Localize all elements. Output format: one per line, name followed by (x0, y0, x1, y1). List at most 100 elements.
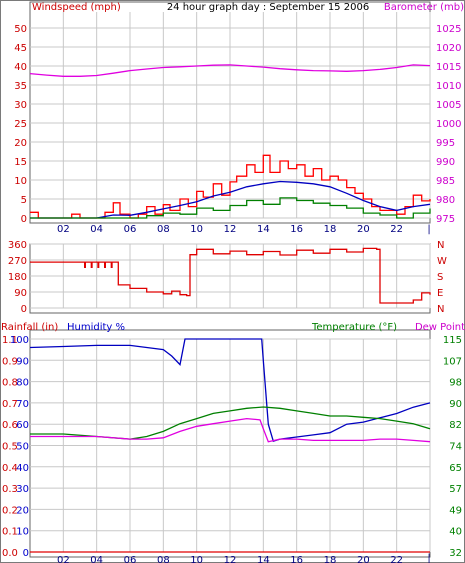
rainfall-axis-title: Rainfall (in) (1, 322, 58, 333)
direction-line (30, 247, 431, 304)
y-tick-label-windspeed: 35 (14, 81, 27, 92)
y-tick-label-rainfall: 0.3 (2, 484, 18, 495)
x-tick-label: 08 (157, 555, 170, 563)
direction-compass-label: W (437, 256, 447, 267)
direction-compass-label: E (437, 288, 443, 299)
y-tick-label-rainfall: 1.1 (2, 335, 18, 346)
x-tick-label: 16 (290, 224, 303, 235)
y-tick-label-barometer: 990 (436, 157, 455, 168)
y-tick-label-windspeed: 20 (14, 138, 27, 149)
y-tick-label-humidity: 80 (16, 378, 29, 389)
y-tick-label-barometer: 1025 (436, 24, 461, 35)
direction-compass-label: N (437, 304, 444, 315)
y-tick-label-barometer: 995 (436, 138, 455, 149)
y-tick-label-temperature: 115 (443, 335, 462, 346)
x-tick-label: 08 (157, 224, 170, 235)
y-tick-label-direction: 90 (14, 288, 27, 299)
x-tick-label: 18 (324, 224, 337, 235)
y-tick-label-barometer: 980 (436, 195, 455, 206)
x-tick-label: 16 (290, 555, 303, 563)
y-tick-label-temperature: 82 (449, 420, 462, 431)
y-tick-label-rainfall: 0.6 (2, 420, 18, 431)
barometer-line (29, 64, 431, 77)
wind_avg-line (30, 180, 431, 219)
y-tick-label-barometer: 1010 (436, 81, 461, 92)
y-tick-label-windspeed: 45 (14, 43, 27, 54)
x-tick-label: 20 (357, 224, 370, 235)
x-tick-label: | (427, 553, 430, 563)
y-tick-label-humidity: 10 (16, 527, 29, 538)
y-tick-label-windspeed: 10 (14, 176, 27, 187)
wind_low-line (30, 197, 431, 219)
y-tick-label-windspeed: 40 (14, 62, 27, 73)
x-tick-label: 14 (257, 555, 270, 563)
barometer-axis-title: Barometer (mb) (384, 2, 464, 13)
direction-compass-label: N (437, 240, 444, 251)
dewpoint-axis-title: Dew Point (415, 322, 465, 333)
y-tick-label-rainfall: 0.0 (2, 548, 18, 559)
y-tick-label-direction: 360 (8, 240, 27, 251)
x-tick-label: 02 (57, 224, 70, 235)
y-tick-label-barometer: 1020 (436, 43, 461, 54)
y-tick-label-humidity: 60 (16, 420, 29, 431)
y-tick-label-windspeed: 0 (21, 214, 27, 225)
y-tick-label-windspeed: 50 (14, 24, 27, 35)
y-tick-label-temperature: 49 (449, 505, 462, 516)
y-tick-label-rainfall: 0.9 (2, 356, 18, 367)
y-tick-label-windspeed: 5 (21, 195, 27, 206)
x-tick-label: 12 (224, 555, 237, 563)
y-tick-label-humidity: 100 (10, 335, 29, 346)
y-tick-label-rainfall: 0.7 (2, 399, 18, 410)
y-tick-label-windspeed: 15 (14, 157, 27, 168)
x-tick-label: 02 (57, 555, 70, 563)
x-tick-label: 06 (124, 224, 137, 235)
y-tick-label-barometer: 1000 (436, 119, 461, 130)
y-tick-label-temperature: 107 (443, 356, 462, 367)
y-tick-label-direction: 270 (8, 256, 27, 267)
y-tick-label-rainfall: 0.4 (2, 463, 18, 474)
y-tick-label-humidity: 20 (16, 505, 29, 516)
dewpoint-line (30, 417, 431, 443)
x-tick-label: 14 (257, 224, 270, 235)
y-tick-label-humidity: 40 (16, 463, 29, 474)
x-tick-label: 06 (124, 555, 137, 563)
y-tick-label-temperature: 40 (449, 527, 462, 538)
y-tick-label-rainfall: 0.1 (2, 527, 18, 538)
x-tick-label: 22 (390, 224, 403, 235)
y-tick-label-windspeed: 25 (14, 119, 27, 130)
temperature-axis-title: Temperature (°F) (311, 322, 397, 333)
chart-title: 24 hour graph day : September 15 2006 (167, 2, 369, 13)
y-tick-label-rainfall: 0.2 (2, 505, 18, 516)
y-tick-label-barometer: 1015 (436, 62, 461, 73)
y-tick-label-barometer: 975 (436, 214, 455, 225)
y-tick-label-direction: 0 (21, 304, 27, 315)
x-tick-label: 04 (90, 555, 103, 563)
direction-compass-label: S (437, 272, 443, 283)
x-tick-label: | (427, 224, 430, 235)
windspeed-axis-title: Windspeed (mph) (32, 2, 121, 13)
y-tick-label-direction: 180 (8, 272, 27, 283)
y-tick-label-humidity: 30 (16, 484, 29, 495)
x-tick-label: 18 (324, 555, 337, 563)
humidity-axis-title: Humidity % (67, 322, 125, 333)
x-tick-label: 22 (390, 555, 403, 563)
y-tick-label-temperature: 65 (449, 463, 462, 474)
y-tick-label-temperature: 74 (449, 442, 462, 453)
humidity-line (29, 338, 431, 443)
y-tick-label-barometer: 985 (436, 176, 455, 187)
y-tick-label-rainfall: 0.5 (2, 442, 18, 453)
y-tick-label-windspeed: 30 (14, 100, 27, 111)
x-tick-label: 04 (90, 224, 103, 235)
y-tick-label-temperature: 90 (449, 399, 462, 410)
y-tick-label-rainfall: 0.8 (2, 378, 18, 389)
x-tick-label: 10 (190, 224, 203, 235)
y-tick-label-temperature: 98 (449, 378, 462, 389)
y-tick-label-humidity: 70 (16, 399, 29, 410)
y-tick-label-barometer: 1005 (436, 100, 461, 111)
y-tick-label-humidity: 90 (16, 356, 29, 367)
y-tick-label-temperature: 57 (449, 484, 462, 495)
y-tick-label-humidity: 50 (16, 442, 29, 453)
y-tick-label-humidity: 0 (23, 548, 29, 559)
